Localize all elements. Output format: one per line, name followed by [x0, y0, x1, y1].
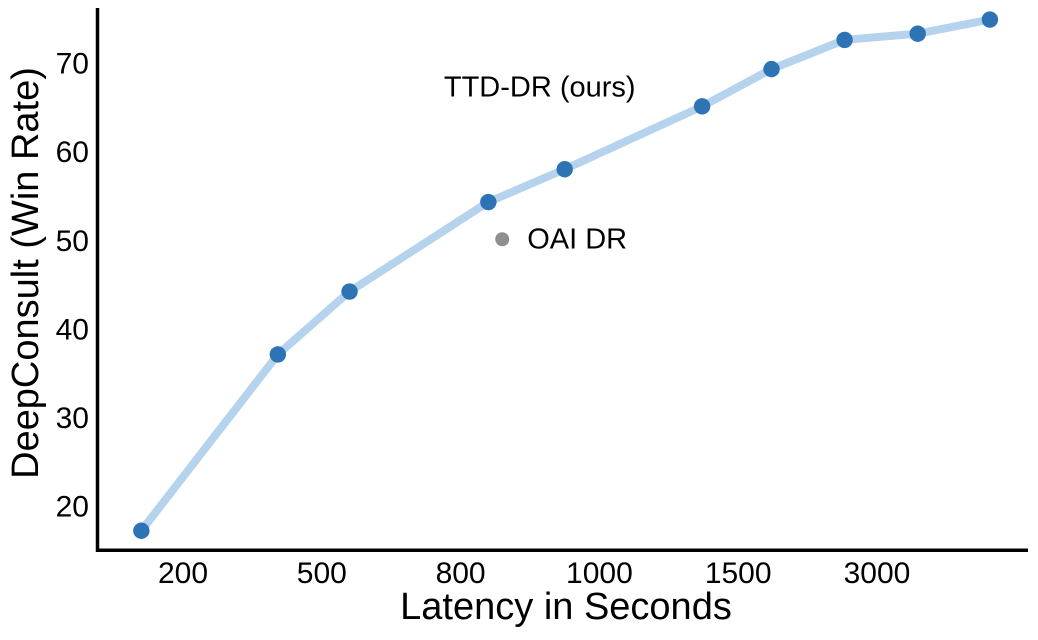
ttd-dr-line: [137, 15, 994, 535]
ttd-dr-point: [909, 25, 926, 42]
oai-dr-point: [495, 232, 510, 247]
x-tick-label: 1500: [705, 557, 772, 590]
ttd-dr-point: [341, 283, 358, 300]
x-tick-label: 1000: [566, 557, 633, 590]
y-tick-label: 30: [56, 402, 89, 435]
y-tick-label: 60: [56, 136, 89, 169]
ttd-dr-point: [763, 60, 780, 78]
ttd-dr-point: [693, 98, 711, 115]
y-tick-label: 40: [56, 313, 89, 346]
axis-spines: [95, 8, 1028, 552]
ttd-dr-point: [480, 193, 497, 211]
y-axis-title: DeepConsult (Win Rate): [5, 67, 47, 479]
x-tick-label: 500: [297, 557, 347, 590]
y-tick-label: 50: [56, 225, 89, 258]
annotation-ttd-dr-ours: TTD-DR (ours): [444, 72, 636, 104]
y-tick-label: 20: [56, 491, 89, 524]
y-tick-label: 70: [56, 48, 89, 81]
ttd-dr-point: [836, 31, 853, 49]
x-tick-label: 3000: [844, 557, 911, 590]
x-axis-title: Latency in Seconds: [400, 586, 732, 628]
x-tick-label: 800: [436, 557, 486, 590]
ttd-dr-point: [981, 11, 999, 28]
ttd-dr-point: [556, 161, 573, 178]
ttd-dr-point: [269, 346, 287, 363]
annotation-oai-dr: OAI DR: [527, 223, 627, 255]
ttd-dr-point: [133, 522, 150, 539]
x-tick-label: 200: [158, 557, 208, 590]
